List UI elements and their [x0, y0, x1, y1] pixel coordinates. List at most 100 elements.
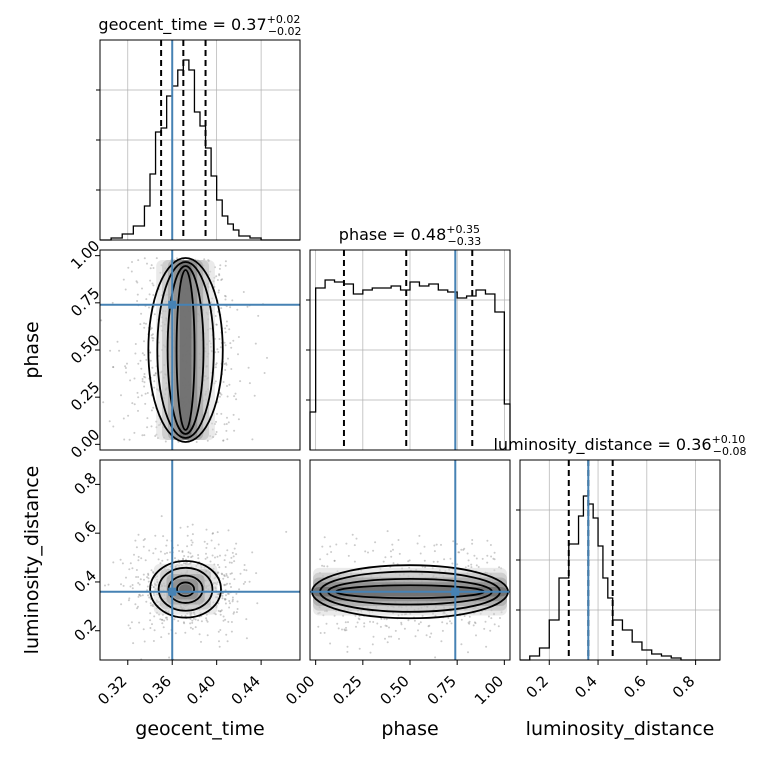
- sample-point: [191, 555, 194, 558]
- sample-point: [251, 551, 254, 554]
- sample-point: [477, 566, 480, 568]
- sample-point: [217, 630, 220, 633]
- sample-point: [100, 319, 103, 322]
- sample-point: [224, 344, 227, 347]
- sample-point: [376, 622, 379, 625]
- sample-point: [147, 577, 150, 580]
- sample-point: [152, 605, 154, 608]
- sample-point: [109, 349, 112, 352]
- sample-point: [131, 584, 134, 586]
- sample-point: [137, 595, 140, 598]
- sample-point: [147, 580, 150, 583]
- sample-point: [423, 545, 426, 548]
- sample-point: [345, 626, 347, 629]
- sample-point: [473, 621, 476, 624]
- sample-point: [152, 374, 155, 377]
- sample-point: [182, 562, 185, 565]
- sample-point: [214, 433, 217, 436]
- sample-point: [221, 573, 224, 576]
- sample-point: [243, 564, 246, 566]
- sample-point: [466, 552, 469, 555]
- x-tick-label-geocent_time: 0.44: [228, 672, 264, 708]
- sample-point: [137, 396, 140, 399]
- sample-point: [493, 551, 496, 554]
- x-tick-label-luminosity_distance: 0.6: [620, 672, 650, 702]
- x-tick-label-phase: 0.25: [329, 672, 365, 708]
- sample-point: [219, 613, 222, 616]
- sample-point: [389, 550, 392, 553]
- sample-point: [111, 301, 114, 304]
- y-axis-label-luminosity_distance: luminosity_distance: [21, 466, 43, 655]
- sample-point: [142, 545, 145, 548]
- sample-point: [403, 627, 406, 630]
- sample-point: [140, 367, 143, 370]
- sample-point: [472, 624, 475, 627]
- sample-point: [206, 634, 209, 637]
- sample-point: [235, 398, 238, 401]
- sample-point: [443, 558, 446, 561]
- sample-point: [147, 572, 150, 575]
- sample-point: [233, 560, 236, 563]
- sample-point: [160, 618, 163, 621]
- sample-point: [173, 618, 176, 621]
- sample-point: [449, 557, 452, 560]
- sample-point: [364, 550, 367, 553]
- sample-point: [231, 600, 234, 603]
- sample-point: [419, 621, 422, 624]
- sample-point: [319, 558, 322, 561]
- sample-point: [323, 536, 326, 539]
- sample-point: [159, 562, 162, 565]
- sample-point: [490, 617, 493, 620]
- sample-point: [159, 618, 162, 621]
- sample-point: [218, 273, 221, 276]
- sample-point: [217, 289, 220, 292]
- sample-point: [485, 645, 488, 648]
- sample-point: [191, 533, 194, 536]
- sample-point: [490, 555, 493, 558]
- sample-point: [487, 615, 490, 618]
- sample-point: [165, 544, 168, 547]
- sample-point: [358, 647, 361, 650]
- sample-point: [140, 312, 143, 315]
- sample-point: [161, 559, 164, 562]
- sample-point: [71, 640, 73, 642]
- sample-point: [226, 395, 229, 398]
- sample-point: [336, 622, 339, 625]
- sample-point: [356, 621, 359, 624]
- sample-point: [130, 270, 133, 273]
- sample-point: [499, 617, 501, 619]
- sample-point: [468, 622, 471, 625]
- sample-point: [219, 346, 222, 349]
- joint-panel-luminosity_distance-vs-geocent_time: [71, 459, 301, 661]
- sample-point: [460, 548, 463, 551]
- sample-point: [224, 589, 227, 592]
- sample-point: [137, 362, 140, 365]
- x-tick-label-geocent_time: 0.40: [183, 672, 219, 708]
- sample-point: [386, 641, 389, 644]
- sample-point: [112, 366, 115, 369]
- x-tick-label-geocent_time: 0.36: [139, 672, 175, 708]
- sample-point: [219, 629, 222, 631]
- sample-point: [216, 531, 219, 534]
- sample-point: [253, 394, 256, 397]
- sample-point: [142, 628, 145, 631]
- sample-point: [169, 551, 172, 554]
- sample-point: [142, 539, 145, 542]
- sample-point: [189, 622, 192, 625]
- sample-point: [225, 362, 228, 365]
- sample-point: [151, 339, 154, 342]
- sample-point: [486, 554, 489, 557]
- sample-point: [120, 603, 123, 606]
- sample-point: [407, 560, 410, 563]
- sample-point: [433, 544, 436, 547]
- sample-point: [184, 614, 187, 617]
- sample-point: [151, 603, 154, 606]
- sample-point: [435, 543, 438, 546]
- sample-point: [239, 380, 242, 383]
- sample-point: [317, 625, 320, 628]
- sample-point: [145, 298, 148, 301]
- sample-point: [163, 619, 166, 622]
- sample-point: [408, 559, 411, 562]
- sample-point: [347, 621, 349, 624]
- sample-point: [216, 279, 219, 281]
